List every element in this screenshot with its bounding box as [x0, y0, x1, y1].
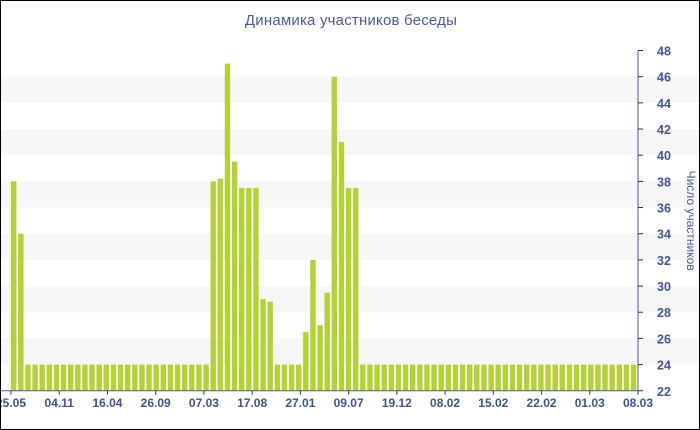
svg-text:09.07: 09.07: [334, 396, 364, 410]
svg-text:19.12: 19.12: [382, 396, 412, 410]
svg-text:04.11: 04.11: [45, 396, 75, 410]
svg-text:40: 40: [657, 149, 671, 163]
svg-text:08.03: 08.03: [623, 396, 653, 410]
svg-text:16.04: 16.04: [92, 396, 122, 410]
svg-text:26: 26: [657, 332, 671, 346]
svg-text:Число участников: Число участников: [684, 171, 698, 271]
svg-text:15.02: 15.02: [478, 396, 508, 410]
svg-text:28: 28: [657, 306, 671, 320]
svg-text:34: 34: [657, 228, 671, 242]
svg-text:07.03: 07.03: [189, 396, 219, 410]
svg-text:26.09: 26.09: [141, 396, 171, 410]
svg-text:46: 46: [657, 71, 671, 85]
svg-text:32: 32: [657, 254, 671, 268]
svg-text:22: 22: [657, 385, 671, 399]
svg-text:30: 30: [657, 280, 671, 294]
svg-text:24: 24: [657, 359, 671, 373]
svg-text:36: 36: [657, 202, 671, 216]
svg-text:17.08: 17.08: [237, 396, 267, 410]
svg-text:38: 38: [657, 175, 671, 189]
svg-text:25.05: 25.05: [1, 396, 26, 410]
svg-text:44: 44: [657, 97, 671, 111]
svg-text:01.03: 01.03: [575, 396, 605, 410]
svg-text:42: 42: [657, 123, 671, 137]
svg-text:48: 48: [657, 45, 671, 59]
svg-text:08.02: 08.02: [430, 396, 460, 410]
svg-text:27.01: 27.01: [285, 396, 315, 410]
svg-text:22.02: 22.02: [527, 396, 557, 410]
